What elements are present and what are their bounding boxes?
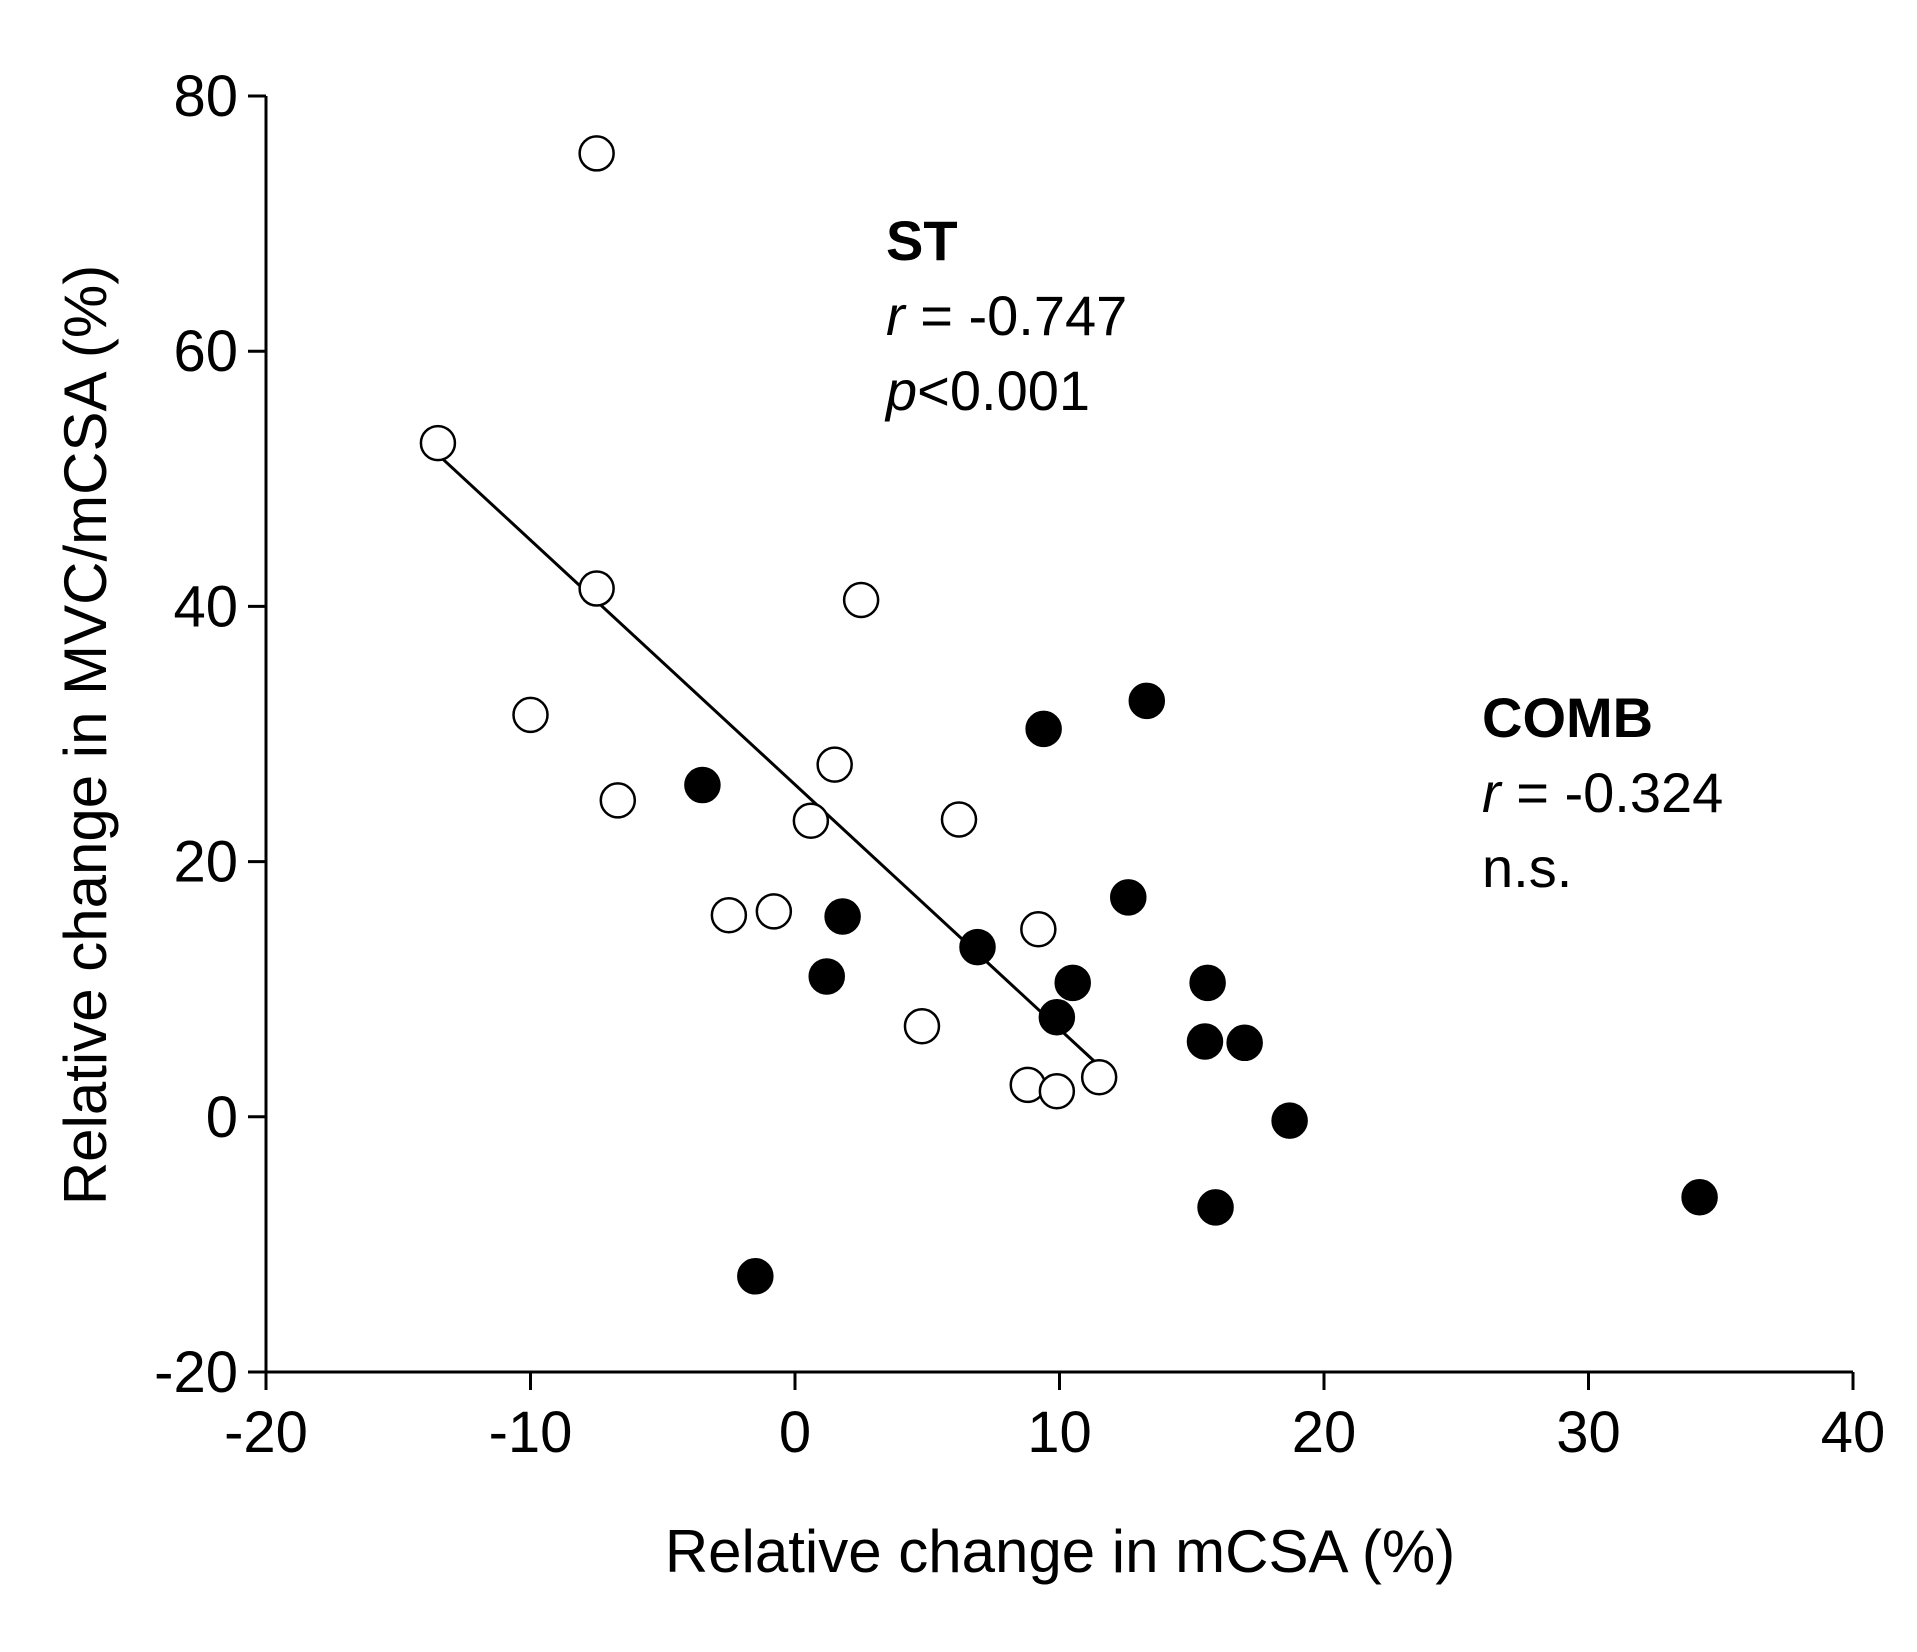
x-axis-title: Relative change in mCSA (%)	[665, 1518, 1455, 1585]
open-point-st	[419, 424, 457, 462]
filled-point-comb	[1186, 1023, 1224, 1060]
st-r-text: = -0.747	[905, 284, 1128, 347]
data-points	[419, 135, 1718, 1295]
st-r-symbol: r	[886, 284, 907, 347]
y-tick-label: 80	[173, 64, 238, 129]
filled-point-comb	[824, 898, 861, 935]
st-p-symbol: p	[884, 359, 917, 422]
y-tick-label: 40	[173, 574, 238, 639]
regression-lines	[436, 453, 1101, 1067]
open-point-st	[842, 581, 880, 619]
filled-point-comb	[1128, 682, 1166, 720]
x-tick-label: 20	[1292, 1400, 1357, 1465]
open-point-st	[903, 1007, 941, 1045]
x-tick-label: 40	[1821, 1400, 1886, 1465]
filled-point-comb	[737, 1258, 774, 1295]
st-annotation: ST r = -0.747 p<0.001	[884, 209, 1127, 422]
y-tick-label: 20	[173, 830, 238, 895]
open-point-st	[1020, 910, 1057, 948]
comb-r-symbol: r	[1482, 761, 1503, 824]
st-p-text: <0.001	[917, 359, 1090, 422]
filled-point-comb	[1025, 710, 1062, 748]
x-tick-label: 10	[1027, 1400, 1092, 1465]
filled-point-comb	[1038, 999, 1076, 1036]
open-point-st	[1038, 1073, 1076, 1110]
open-point-st	[816, 746, 853, 783]
filled-point-comb	[684, 766, 721, 804]
filled-point-comb	[1197, 1189, 1234, 1226]
series-comb	[684, 682, 1718, 1295]
open-point-st	[578, 570, 615, 607]
regression-line-st	[436, 453, 1101, 1067]
st-r-value: r = -0.747	[886, 284, 1127, 347]
filled-point-comb	[808, 958, 845, 995]
open-point-st	[792, 802, 830, 840]
x-tick-label: -10	[489, 1400, 573, 1465]
x-tick-label: -20	[224, 1400, 308, 1465]
y-axis-title: Relative change in MVC/mCSA (%)	[52, 265, 119, 1205]
y-tick-label: 0	[206, 1085, 238, 1150]
open-point-st	[755, 893, 793, 930]
filled-point-comb	[959, 928, 996, 966]
comb-label: COMB	[1482, 686, 1653, 749]
open-point-st	[1080, 1058, 1118, 1096]
x-ticks: -20 -10 0 10 20 30 40	[224, 1372, 1885, 1465]
open-point-st	[578, 135, 615, 172]
x-tick-label: 30	[1556, 1400, 1621, 1465]
filled-point-comb	[1054, 964, 1091, 1002]
filled-point-comb	[1226, 1024, 1263, 1062]
comb-r-value: r = -0.324	[1482, 761, 1723, 824]
filled-point-comb	[1189, 964, 1226, 1002]
open-point-st	[940, 801, 978, 838]
open-point-st	[710, 896, 748, 934]
filled-point-comb	[1271, 1102, 1308, 1139]
comb-r-text: = -0.324	[1501, 761, 1724, 824]
x-tick-label: 0	[779, 1400, 811, 1465]
y-tick-label: -20	[154, 1340, 238, 1405]
filled-point-comb	[1110, 879, 1147, 916]
y-tick-label: 60	[173, 319, 238, 384]
comb-annotation: COMB r = -0.324 n.s.	[1482, 686, 1723, 899]
series-st	[419, 135, 1118, 1110]
st-p-value: p<0.001	[884, 359, 1090, 422]
comb-significance: n.s.	[1482, 836, 1572, 899]
open-point-st	[599, 782, 637, 819]
st-label: ST	[886, 209, 958, 272]
open-point-st	[512, 696, 549, 734]
y-ticks: -20 0 20 40 60 80	[154, 64, 266, 1405]
filled-point-comb	[1681, 1178, 1718, 1216]
